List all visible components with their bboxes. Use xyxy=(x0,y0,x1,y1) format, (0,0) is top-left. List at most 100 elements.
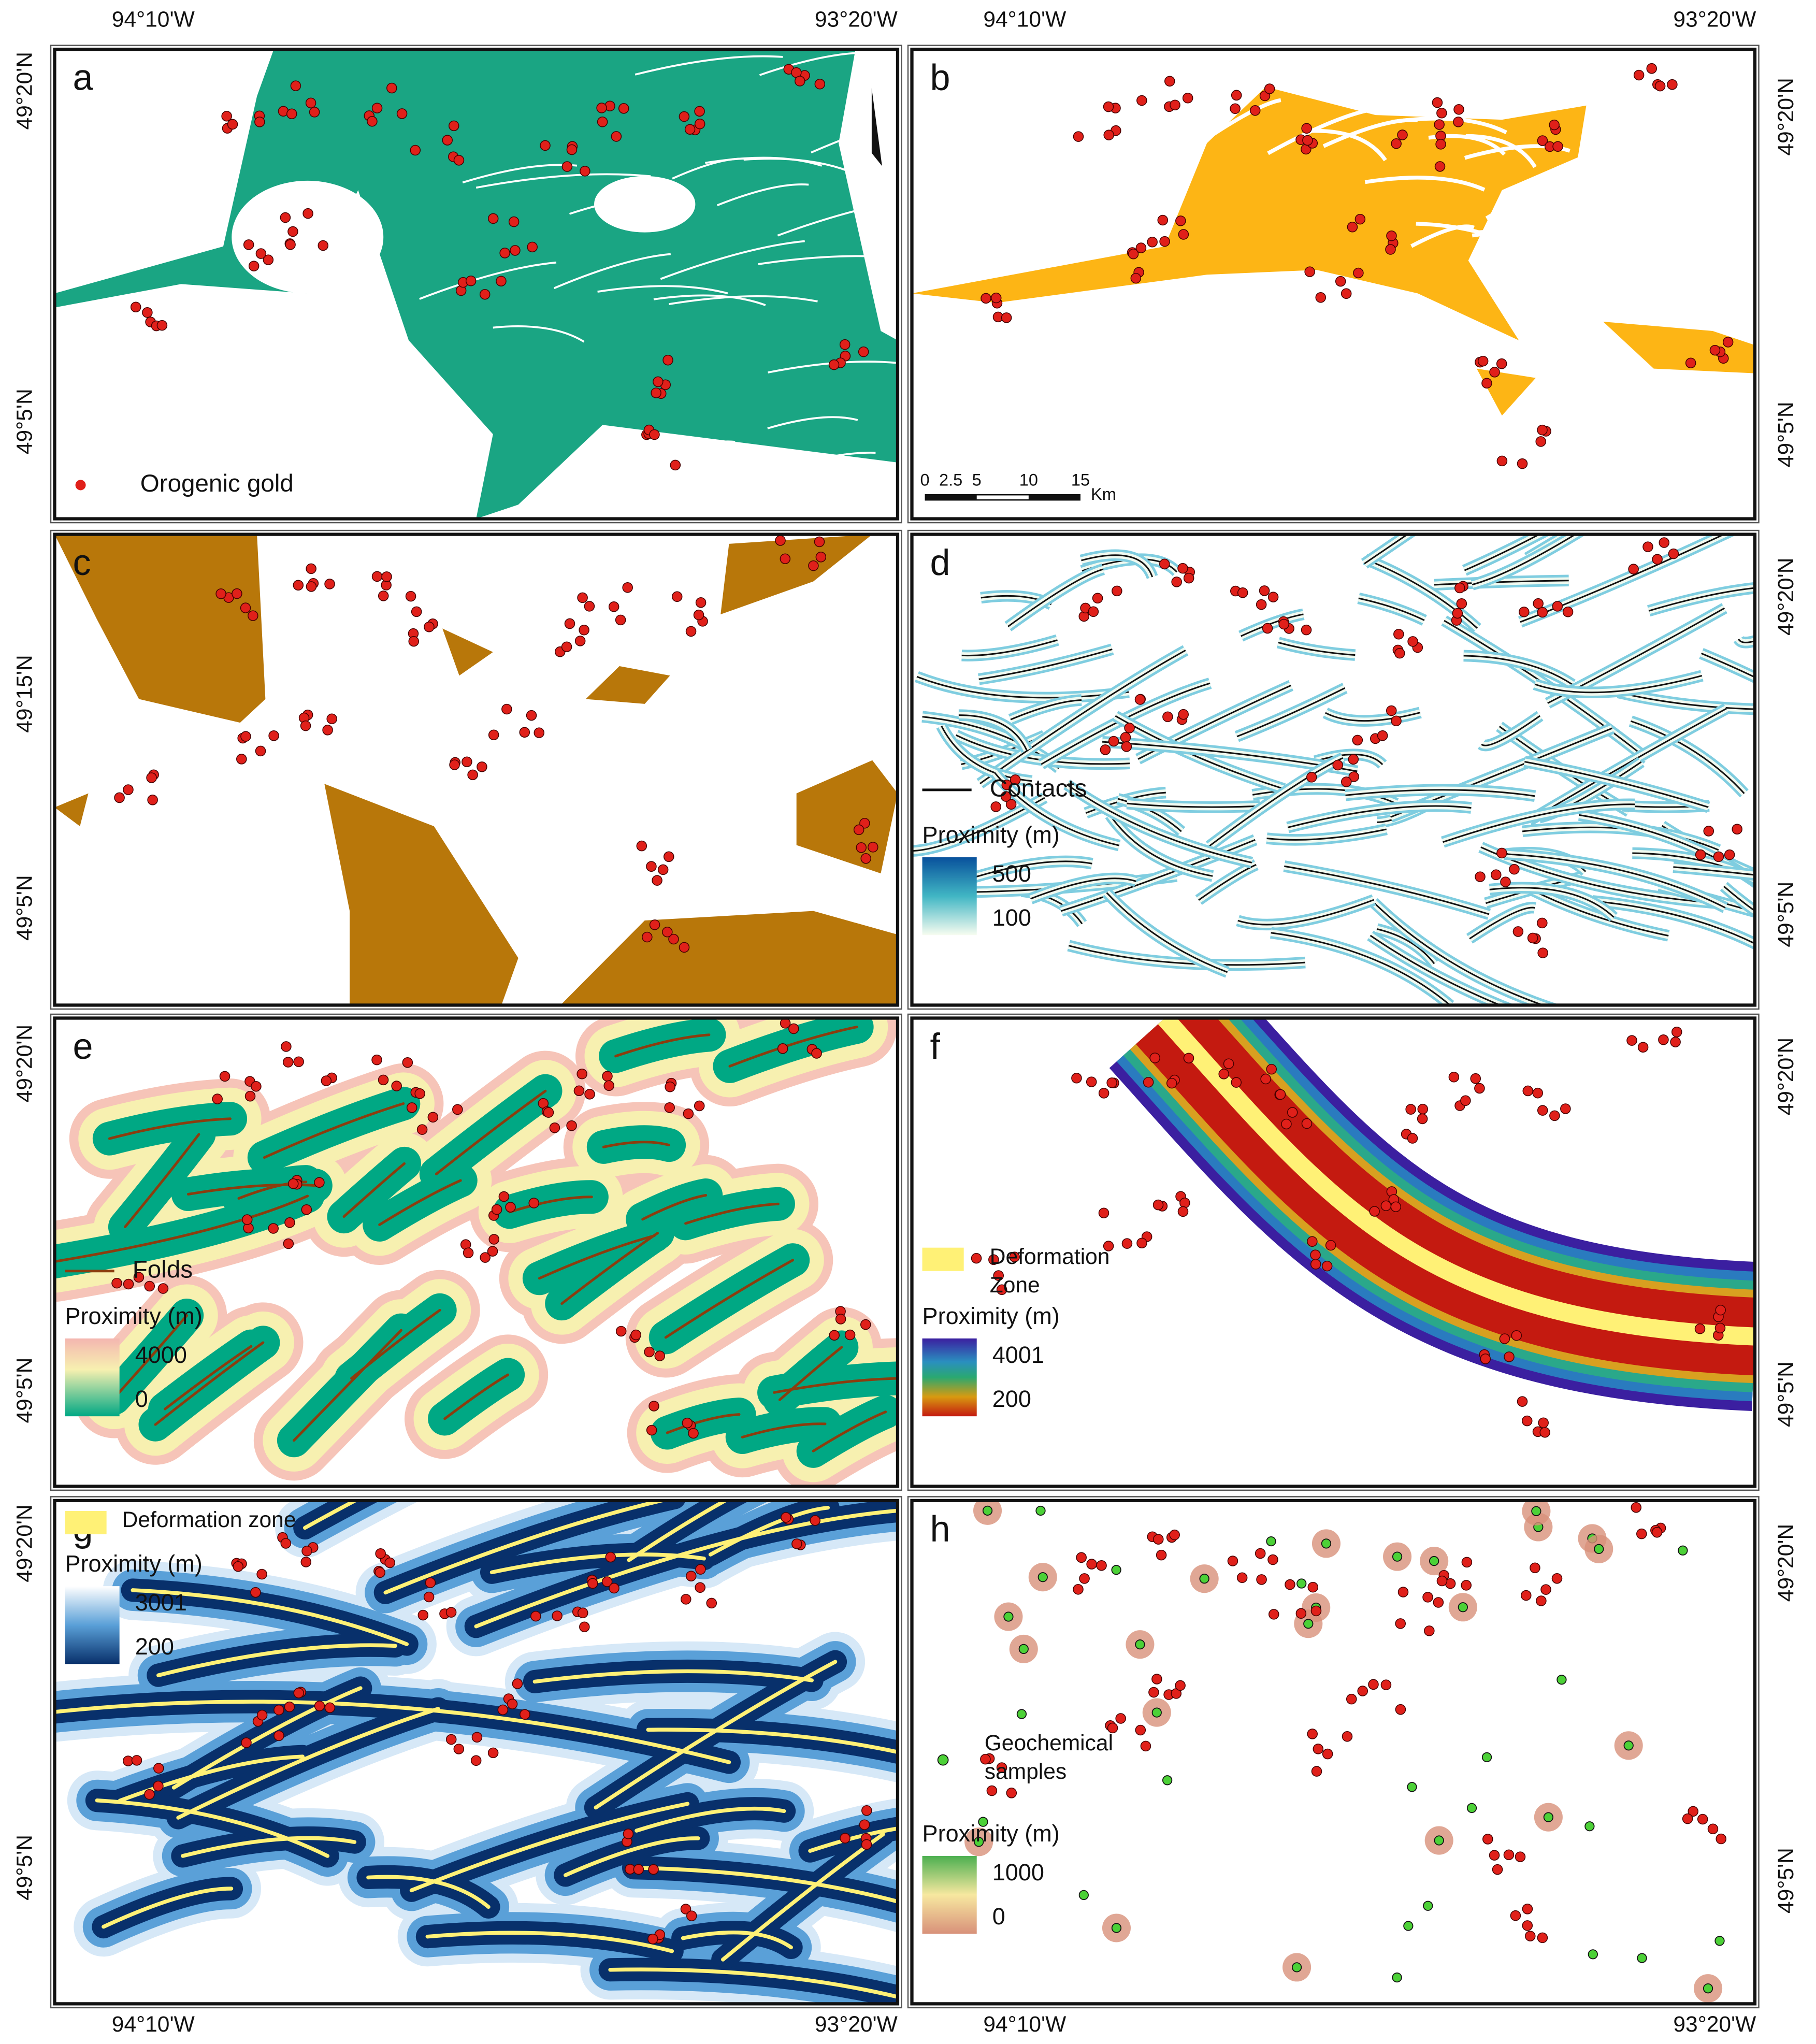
map-body xyxy=(912,1500,1755,2004)
gold-occurrence xyxy=(566,1120,577,1131)
gold-occurrence xyxy=(1633,69,1645,81)
gold-occurrence xyxy=(688,1428,699,1439)
scale-label: 5 xyxy=(972,471,982,490)
gold-occurrence xyxy=(1481,378,1492,389)
frame-outer xyxy=(50,529,902,1010)
gold-occurrence xyxy=(463,1247,474,1258)
gold-occurrence xyxy=(156,320,168,331)
scale-label: 15 xyxy=(1071,471,1090,490)
gold-occurrence xyxy=(487,1747,499,1759)
gold-occurrence xyxy=(1434,161,1446,172)
gold-occurrence xyxy=(1671,1026,1682,1038)
lithology xyxy=(54,534,266,723)
deformation-band xyxy=(1158,1018,1755,1346)
gold-occurrence xyxy=(1474,1083,1485,1094)
gold-occurrence xyxy=(424,621,435,632)
panel-letter: f xyxy=(930,1026,941,1067)
lon-label: 93°20'W xyxy=(815,7,898,32)
fold-layer xyxy=(378,1179,462,1226)
gold-occurrence xyxy=(1519,607,1530,617)
gold-occurrence xyxy=(367,116,378,127)
gold-occurrence xyxy=(622,582,633,593)
gold-occurrence xyxy=(1522,1904,1533,1915)
gold-occurrence xyxy=(1182,92,1193,104)
gold-occurrence xyxy=(375,1548,386,1559)
geochem-sample xyxy=(1466,1803,1477,1813)
gold-occurrence xyxy=(381,571,392,582)
lat-label: 49°20'N xyxy=(12,1504,37,1582)
gold-occurrence xyxy=(453,1744,465,1754)
gold-occurrence xyxy=(1390,1201,1402,1212)
gold-occurrence xyxy=(561,641,572,652)
fold-layer xyxy=(435,1089,547,1175)
foliation xyxy=(268,49,273,51)
gold-occurrence xyxy=(448,120,459,132)
geochem-sample xyxy=(1429,1556,1439,1566)
geochem-sample xyxy=(1556,1675,1567,1685)
gold-occurrence xyxy=(1470,1073,1481,1084)
gold-occurrence xyxy=(1335,276,1346,287)
gold-occurrence xyxy=(324,579,335,589)
foliation xyxy=(1364,176,1486,192)
foliation xyxy=(268,207,357,241)
geochem-sample xyxy=(1303,1619,1314,1629)
gold-occurrence xyxy=(1670,1037,1681,1047)
gold-occurrence xyxy=(815,552,827,563)
gold-occurrence xyxy=(293,1688,304,1698)
gold-occurrence xyxy=(1175,215,1186,226)
gold-occurrence xyxy=(861,1839,872,1850)
gold-occurrence xyxy=(682,1417,693,1429)
gold-occurrence xyxy=(1352,735,1363,746)
gold-occurrence xyxy=(706,1597,717,1609)
gold-occurrence xyxy=(683,1108,694,1119)
gold-occurrence xyxy=(788,1023,799,1034)
legend-text: samples xyxy=(985,1759,1066,1784)
lithology xyxy=(324,784,518,1005)
gold-occurrence xyxy=(508,216,520,227)
gold-occurrence xyxy=(1540,1584,1551,1595)
geochem-sample xyxy=(978,1817,988,1827)
gold-occurrence xyxy=(1353,267,1364,279)
gold-occurrence xyxy=(543,1107,554,1118)
fold-layer xyxy=(154,1341,265,1426)
gold-occurrence xyxy=(1313,1744,1324,1754)
gold-occurrence xyxy=(1714,1322,1726,1334)
gold-occurrence xyxy=(411,606,422,617)
fold-layer xyxy=(112,1314,189,1400)
foliation xyxy=(672,157,749,180)
contact xyxy=(961,639,1058,657)
gold-occurrence xyxy=(153,1780,164,1792)
gold-occurrence xyxy=(1310,1605,1322,1617)
frame-inner xyxy=(910,1499,1757,2006)
gold-occurrence xyxy=(1103,1241,1114,1251)
contact xyxy=(955,734,1130,765)
legend-text: Geochemical xyxy=(985,1731,1113,1755)
gold-occurrence xyxy=(410,145,421,156)
legend-max: 4001 xyxy=(992,1342,1044,1368)
fault-layer xyxy=(646,1728,898,1754)
lat-label: 49°5'N xyxy=(12,875,37,941)
gold-occurrence xyxy=(1006,1788,1017,1798)
geochem-sample xyxy=(1111,1565,1121,1575)
gold-occurrence xyxy=(1407,636,1418,647)
gold-occurrence xyxy=(233,1561,244,1572)
gold-occurrence xyxy=(1267,1554,1278,1565)
gold-occurrence xyxy=(1071,1073,1082,1084)
gold-occurrence xyxy=(1307,1581,1319,1593)
gold-occurrence xyxy=(695,597,707,608)
legend-point xyxy=(937,1754,949,1766)
legend-max: 1000 xyxy=(992,1859,1044,1885)
gold-occurrence xyxy=(648,1864,659,1875)
gold-occurrence xyxy=(131,1755,142,1766)
gold-occurrence xyxy=(981,293,991,304)
gold-occurrence xyxy=(1332,759,1343,771)
gold-occurrence xyxy=(1732,824,1742,834)
panel-letter: e xyxy=(73,1026,93,1067)
gold-occurrence xyxy=(1535,436,1547,447)
gold-occurrence xyxy=(844,1329,856,1341)
gold-occurrence xyxy=(1499,1333,1510,1344)
gold-occurrence xyxy=(649,919,660,930)
gold-occurrence xyxy=(488,1234,500,1245)
